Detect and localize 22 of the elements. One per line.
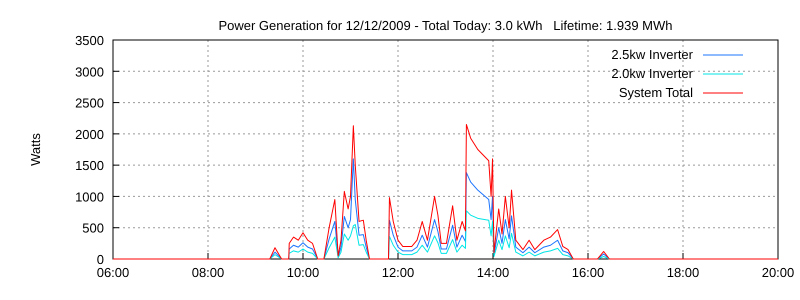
y-tick-label: 500 — [82, 220, 104, 236]
y-tick-label: 3000 — [75, 64, 104, 80]
y-tick-label: 3500 — [75, 33, 104, 48]
y-tick-label: 2000 — [75, 126, 104, 142]
line-series — [112, 124, 778, 260]
y-tick-label: 1000 — [75, 189, 104, 204]
x-tick-label: 12:00 — [382, 265, 414, 280]
y-tick-label: 1500 — [75, 158, 104, 174]
legend-label: System Total — [618, 85, 694, 100]
x-tick-label: 06:00 — [96, 265, 130, 280]
y-tick-label: 2500 — [75, 96, 104, 111]
legend-label: 2.5kw Inverter — [611, 47, 694, 62]
x-tick-label: 16:00 — [572, 265, 604, 280]
x-tick-label: 14:00 — [476, 265, 510, 280]
y-axis-title: Watts — [28, 132, 43, 166]
x-tick-label: 10:00 — [286, 265, 320, 280]
x-tick-label: 08:00 — [192, 265, 224, 280]
x-tick-label: 20:00 — [762, 265, 794, 280]
chart-title: Power Generation for 12/12/2009 - Total Today: 3.0 kWh Lifetime: 1.939 MWh — [218, 18, 673, 33]
legend-label: 2.0kw Inverter — [611, 66, 694, 81]
x-tick-label: 18:00 — [666, 265, 700, 280]
y-tick-label: 0 — [96, 252, 104, 267]
